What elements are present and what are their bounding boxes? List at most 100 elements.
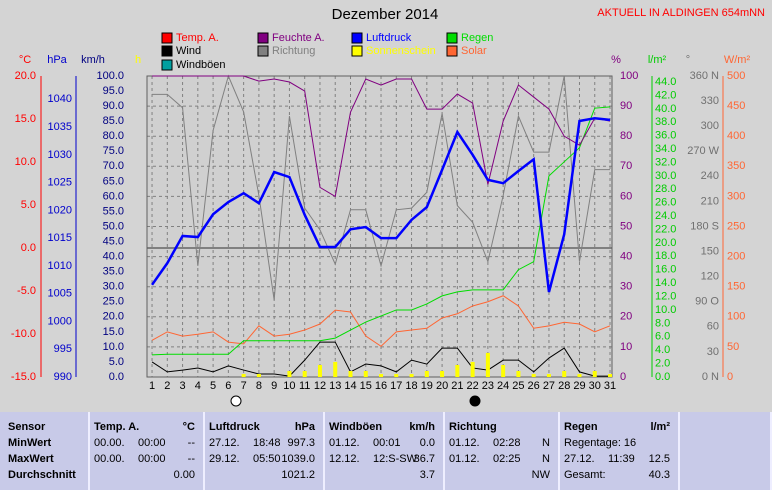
y-tick-label: 100: [727, 311, 745, 323]
legend-swatch: [351, 32, 363, 44]
y-tick-label: 90: [620, 100, 632, 112]
y-tick-label: 40: [620, 251, 632, 263]
legend-label: Richtung: [272, 45, 315, 57]
y-tick-label: 44.0: [655, 76, 676, 88]
y-tick-label: 450: [727, 100, 745, 112]
cell-value: 1021.2: [281, 469, 315, 481]
axis-unit: W/m²: [724, 54, 751, 66]
column-title: Sensor: [8, 421, 46, 433]
y-tick-label: 35.0: [103, 266, 124, 278]
legend-label: Feuchte A.: [272, 32, 325, 44]
sunshine-bar: [470, 361, 475, 377]
y-tick-label: 330: [701, 95, 719, 107]
y-tick-label: 15.0: [103, 326, 124, 338]
cell-value: 40.3: [648, 469, 670, 481]
sunshine-bar: [363, 370, 368, 377]
table-column: Luftdruck hPa 27.12. 18:48 997.3 29.12. 05:50 1…: [205, 412, 325, 490]
y-tick-label: 1020: [48, 204, 72, 216]
y-tick-label: 300: [701, 120, 719, 132]
y-tick-label: 0.0: [109, 371, 124, 383]
series-line: [151, 295, 611, 347]
y-tick-label: 100.0: [96, 70, 124, 82]
x-tick-label: 11: [299, 380, 310, 392]
y-tick-label: 120: [701, 271, 719, 283]
axis-unit: hPa: [47, 54, 67, 66]
cell-value: N: [542, 453, 550, 465]
cell-value: --: [187, 437, 195, 449]
y-tick-label: 30: [620, 281, 632, 293]
y-tick-label: 300: [727, 190, 745, 202]
column-unit: hPa: [294, 421, 315, 433]
table-column: Windböen km/h 01.12. 00:01 0.0 12.12. 12:S-SW 3…: [325, 412, 445, 490]
cell-value: NW: [531, 469, 550, 481]
legend-swatch: [351, 45, 363, 57]
x-tick-label: 15: [360, 380, 372, 392]
table-column: Sensor MinWert MaxWert Durchschnitt: [4, 412, 90, 490]
y-tick-label: 150: [727, 281, 745, 293]
series-line: [152, 106, 611, 356]
y-tick-label: 32.0: [655, 156, 676, 168]
legend-swatch: [257, 45, 269, 57]
table-column: Temp. A. °C 00.00. 00:00 -- 00.00. 00:00 -- 0.00: [90, 412, 205, 490]
x-tick-label: 12: [314, 380, 326, 392]
cell-value: N: [542, 437, 550, 449]
column-unit: °C: [182, 421, 195, 433]
y-tick-label: 10.0: [15, 156, 36, 168]
y-tick-label: 10.0: [103, 341, 124, 353]
x-tick-label: 23: [482, 380, 494, 392]
legend-swatch: [161, 59, 173, 71]
y-tick-label: 10: [620, 341, 632, 353]
x-tick-label: 19: [421, 380, 433, 392]
y-tick-label: 12.0: [655, 290, 676, 302]
column-title: Temp. A.: [94, 421, 140, 433]
cell-time: 11:39: [608, 453, 635, 465]
cell-label: Gesamt:: [564, 469, 606, 481]
column-unit: l/m²: [650, 421, 670, 433]
y-tick-label: 28.0: [655, 183, 676, 195]
y-tick-label: 500: [727, 70, 745, 82]
y-tick-label: 70: [620, 160, 632, 172]
cell-date: 01.12.: [329, 437, 360, 449]
column-title: Regen: [564, 421, 598, 433]
axis-unit: %: [611, 54, 621, 66]
legend-swatch: [446, 32, 458, 44]
column-title: Windböen: [329, 421, 383, 433]
table-column: [680, 412, 772, 490]
legend-swatch: [446, 45, 458, 57]
y-tick-label: 180 S: [690, 220, 719, 232]
y-tick-label: 14.0: [655, 277, 676, 289]
y-tick-label: 1035: [48, 121, 72, 133]
axis-unit: l/m²: [648, 54, 667, 66]
x-tick-label: 17: [390, 380, 402, 392]
y-tick-label: 1030: [48, 149, 72, 161]
cell-value: --: [187, 453, 195, 465]
x-tick-label: 6: [225, 380, 231, 392]
y-tick-label: 42.0: [655, 89, 676, 101]
x-tick-label: 30: [589, 380, 601, 392]
x-tick-label: 8: [256, 380, 262, 392]
y-tick-label: 20: [620, 311, 632, 323]
chart-title: Dezember 2014: [332, 6, 439, 23]
sunshine-bar: [409, 373, 414, 377]
x-tick-label: 2: [164, 380, 170, 392]
sunshine-bar: [608, 373, 613, 377]
y-tick-label: 95.0: [103, 85, 124, 97]
legend-swatch: [257, 32, 269, 44]
cell-value: 36.7: [413, 453, 435, 465]
cell-value: Regentage: 16: [564, 437, 637, 449]
y-tick-label: 200: [727, 251, 745, 263]
cell-value: 3.7: [419, 469, 435, 481]
cell-time: 00:00: [138, 437, 166, 449]
x-tick-label: 29: [573, 380, 585, 392]
cell-date: 27.12.: [209, 437, 240, 449]
cell-time: 12:S-SW: [373, 453, 418, 465]
y-tick-label: 6.0: [655, 331, 670, 343]
y-tick-label: 30: [707, 346, 719, 358]
y-tick-label: 0 N: [702, 371, 719, 383]
series-line: [151, 116, 611, 293]
y-tick-label: 45.0: [103, 235, 124, 247]
y-tick-label: 26.0: [655, 197, 676, 209]
y-tick-label: 40.0: [655, 103, 676, 115]
x-tick-label: 18: [405, 380, 417, 392]
x-tick-label: 1: [149, 380, 155, 392]
